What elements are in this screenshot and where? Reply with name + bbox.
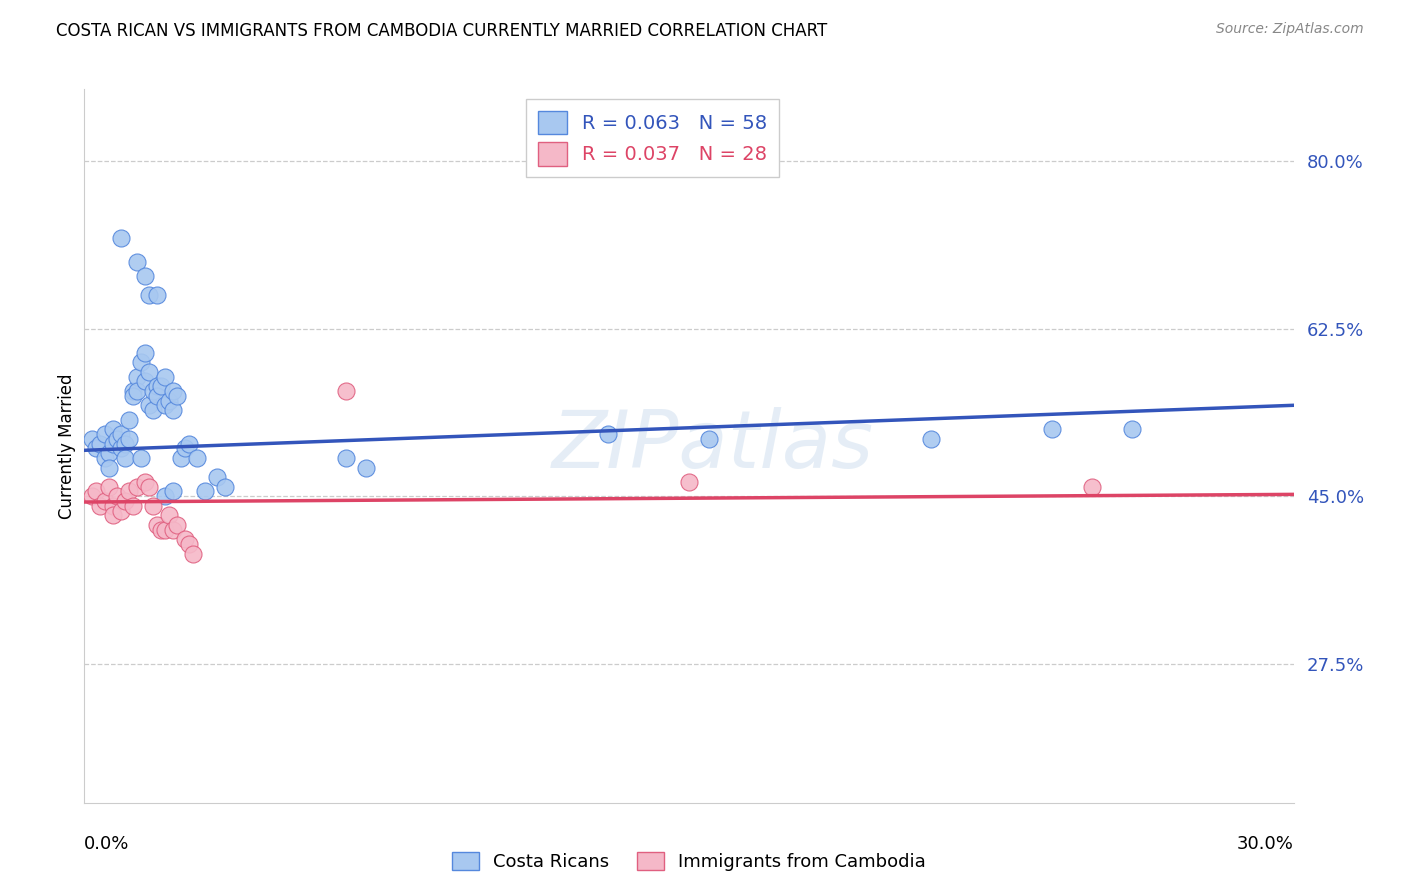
Legend: Costa Ricans, Immigrants from Cambodia: Costa Ricans, Immigrants from Cambodia [444, 845, 934, 879]
Text: 0.0%: 0.0% [84, 835, 129, 853]
Point [114, 450, 136, 465]
Point [89, 499, 111, 513]
Point [138, 365, 160, 379]
Point [194, 484, 217, 499]
Point [110, 442, 132, 456]
Point [125, 254, 148, 268]
Point [138, 288, 160, 302]
Point [129, 355, 152, 369]
Point [142, 499, 165, 513]
Point [101, 499, 124, 513]
Point [335, 450, 357, 465]
Point [110, 427, 132, 442]
Text: Source: ZipAtlas.com: Source: ZipAtlas.com [1216, 22, 1364, 37]
Point [125, 369, 148, 384]
Point [179, 537, 201, 551]
Point [114, 494, 136, 508]
Point [121, 389, 143, 403]
Point [1040, 422, 1063, 436]
Point [356, 460, 378, 475]
Point [86, 484, 108, 499]
Point [142, 403, 165, 417]
Point [121, 499, 143, 513]
Point [207, 470, 229, 484]
Point [93, 494, 115, 508]
Point [149, 379, 172, 393]
Point [93, 427, 115, 442]
Point [162, 384, 184, 398]
Legend: R = 0.063   N = 58, R = 0.037   N = 28: R = 0.063 N = 58, R = 0.037 N = 28 [526, 99, 779, 178]
Point [146, 288, 169, 302]
Point [153, 523, 176, 537]
Point [101, 508, 124, 523]
Point [214, 480, 236, 494]
Point [146, 389, 169, 403]
Point [105, 489, 128, 503]
Point [181, 547, 204, 561]
Point [93, 450, 115, 465]
Point [89, 436, 111, 450]
Point [82, 432, 104, 446]
Point [110, 503, 132, 517]
Point [174, 533, 197, 547]
Point [146, 379, 169, 393]
Point [678, 475, 700, 489]
Point [97, 460, 120, 475]
Point [153, 398, 176, 412]
Point [162, 403, 184, 417]
Point [186, 450, 208, 465]
Point [166, 389, 188, 403]
Point [157, 508, 180, 523]
Point [134, 345, 156, 359]
Point [138, 398, 160, 412]
Point [335, 384, 357, 398]
Point [86, 442, 108, 456]
Point [146, 518, 169, 533]
Point [118, 484, 141, 499]
Point [142, 384, 165, 398]
Point [174, 442, 197, 456]
Point [138, 480, 160, 494]
Point [105, 432, 128, 446]
Point [82, 489, 104, 503]
Point [134, 475, 156, 489]
Point [118, 412, 141, 426]
Point [162, 523, 184, 537]
Point [153, 369, 176, 384]
Text: 30.0%: 30.0% [1237, 835, 1294, 853]
Point [101, 436, 124, 450]
Point [598, 427, 620, 442]
Point [170, 450, 193, 465]
Text: ZIPatlas: ZIPatlas [553, 407, 875, 485]
Point [697, 432, 720, 446]
Point [121, 384, 143, 398]
Point [920, 432, 942, 446]
Point [153, 489, 176, 503]
Point [157, 393, 180, 408]
Point [134, 268, 156, 283]
Point [114, 436, 136, 450]
Point [179, 436, 201, 450]
Point [1121, 422, 1143, 436]
Point [166, 518, 188, 533]
Point [162, 484, 184, 499]
Point [97, 480, 120, 494]
Point [125, 384, 148, 398]
Point [134, 375, 156, 389]
Point [110, 230, 132, 244]
Point [129, 450, 152, 465]
Point [1081, 480, 1104, 494]
Text: COSTA RICAN VS IMMIGRANTS FROM CAMBODIA CURRENTLY MARRIED CORRELATION CHART: COSTA RICAN VS IMMIGRANTS FROM CAMBODIA … [56, 22, 828, 40]
Point [101, 422, 124, 436]
Point [97, 446, 120, 460]
Y-axis label: Currently Married: Currently Married [58, 373, 76, 519]
Point [125, 480, 148, 494]
Point [118, 432, 141, 446]
Point [149, 523, 172, 537]
